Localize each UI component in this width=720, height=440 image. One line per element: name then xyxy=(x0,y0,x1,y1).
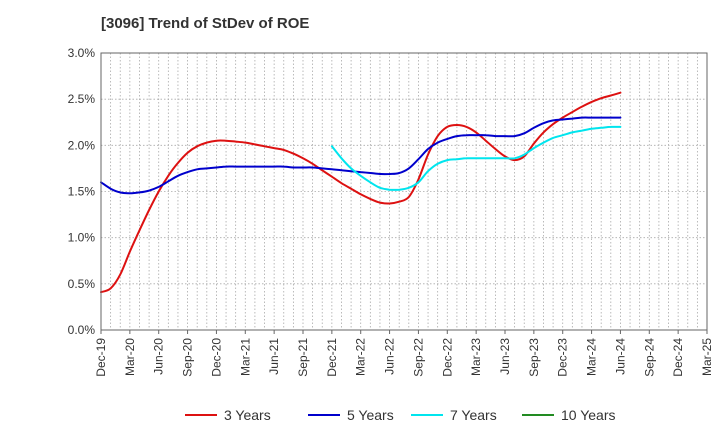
legend-label: 7 Years xyxy=(450,407,497,423)
legend-item-7-years: 7 Years xyxy=(411,407,497,423)
series-line-5-years xyxy=(100,116,622,195)
legend-label: 10 Years xyxy=(561,407,616,423)
x-tick-label: Jun-20 xyxy=(152,338,166,375)
x-tick-label: Dec-21 xyxy=(325,338,339,377)
y-tick-label: 2.0% xyxy=(68,138,96,152)
x-tick-label: Jun-21 xyxy=(267,338,281,375)
x-tick-label: Mar-23 xyxy=(469,338,483,376)
x-tick-label: Dec-20 xyxy=(209,338,223,377)
x-tick-label: Dec-24 xyxy=(671,338,685,377)
y-tick-label: 1.5% xyxy=(68,185,96,199)
x-tick-label: Mar-21 xyxy=(238,338,252,376)
axes: 0.0% 0.5% 1.0% 1.5% 2.0% 2.5% 3.0% Dec-19 Mar-20… xyxy=(68,46,714,377)
x-tick-label: Dec-19 xyxy=(94,338,108,377)
legend-label: 5 Years xyxy=(347,407,394,423)
legend-label: 3 Years xyxy=(224,407,271,423)
x-tick-label: Sep-21 xyxy=(296,338,310,377)
legend-item-5-years: 5 Years xyxy=(308,407,394,423)
legend-item-10-years: 10 Years xyxy=(522,407,616,423)
grid xyxy=(101,53,707,330)
x-tick-label: Mar-22 xyxy=(354,338,368,376)
x-tick-label: Sep-24 xyxy=(642,338,656,377)
x-tick-label: Sep-23 xyxy=(527,338,541,377)
x-tick-label: Sep-20 xyxy=(181,338,195,377)
series-line-7-years xyxy=(330,125,622,191)
x-tick-label: Sep-22 xyxy=(411,338,425,377)
x-tick-label: Mar-25 xyxy=(700,338,714,376)
y-tick-label: 0.5% xyxy=(68,277,96,291)
x-tick-label: Jun-23 xyxy=(498,338,512,375)
x-tick-label: Mar-24 xyxy=(585,338,599,376)
y-tick-label: 0.0% xyxy=(68,323,96,337)
x-tick-label: Dec-22 xyxy=(440,338,454,377)
chart-title: [3096] Trend of StDev of ROE xyxy=(101,15,310,32)
x-tick-label: Jun-24 xyxy=(613,338,627,375)
x-tick-label: Jun-22 xyxy=(383,338,397,375)
legend: 3 Years 5 Years 7 Years 10 Years xyxy=(185,407,616,423)
plot-series xyxy=(100,91,622,294)
y-tick-label: 3.0% xyxy=(68,46,96,60)
x-tick-label: Dec-23 xyxy=(556,338,570,377)
legend-item-3-years: 3 Years xyxy=(185,407,271,423)
x-tick-label: Mar-20 xyxy=(123,338,137,376)
y-tick-label: 2.5% xyxy=(68,92,96,106)
plot-frame xyxy=(100,52,708,331)
y-tick-label: 1.0% xyxy=(68,231,96,245)
series-line-3-years xyxy=(100,91,622,294)
